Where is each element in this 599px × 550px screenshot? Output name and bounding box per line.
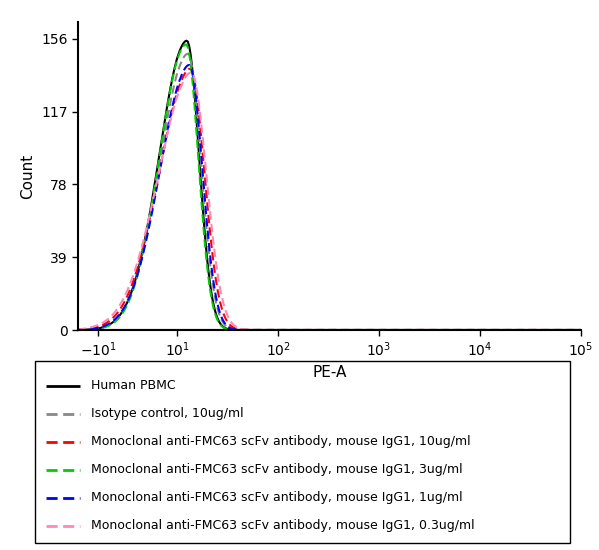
Text: Isotype control, 10ug/ml: Isotype control, 10ug/ml xyxy=(90,407,243,420)
Text: Human PBMC: Human PBMC xyxy=(90,379,175,392)
Text: Monoclonal anti-FMC63 scFv antibody, mouse IgG1, 1ug/ml: Monoclonal anti-FMC63 scFv antibody, mou… xyxy=(90,491,462,504)
X-axis label: PE-A: PE-A xyxy=(312,365,347,380)
Text: Monoclonal anti-FMC63 scFv antibody, mouse IgG1, 0.3ug/ml: Monoclonal anti-FMC63 scFv antibody, mou… xyxy=(90,519,474,532)
Text: Monoclonal anti-FMC63 scFv antibody, mouse IgG1, 3ug/ml: Monoclonal anti-FMC63 scFv antibody, mou… xyxy=(90,463,462,476)
Text: Monoclonal anti-FMC63 scFv antibody, mouse IgG1, 10ug/ml: Monoclonal anti-FMC63 scFv antibody, mou… xyxy=(90,435,470,448)
Y-axis label: Count: Count xyxy=(20,153,35,199)
